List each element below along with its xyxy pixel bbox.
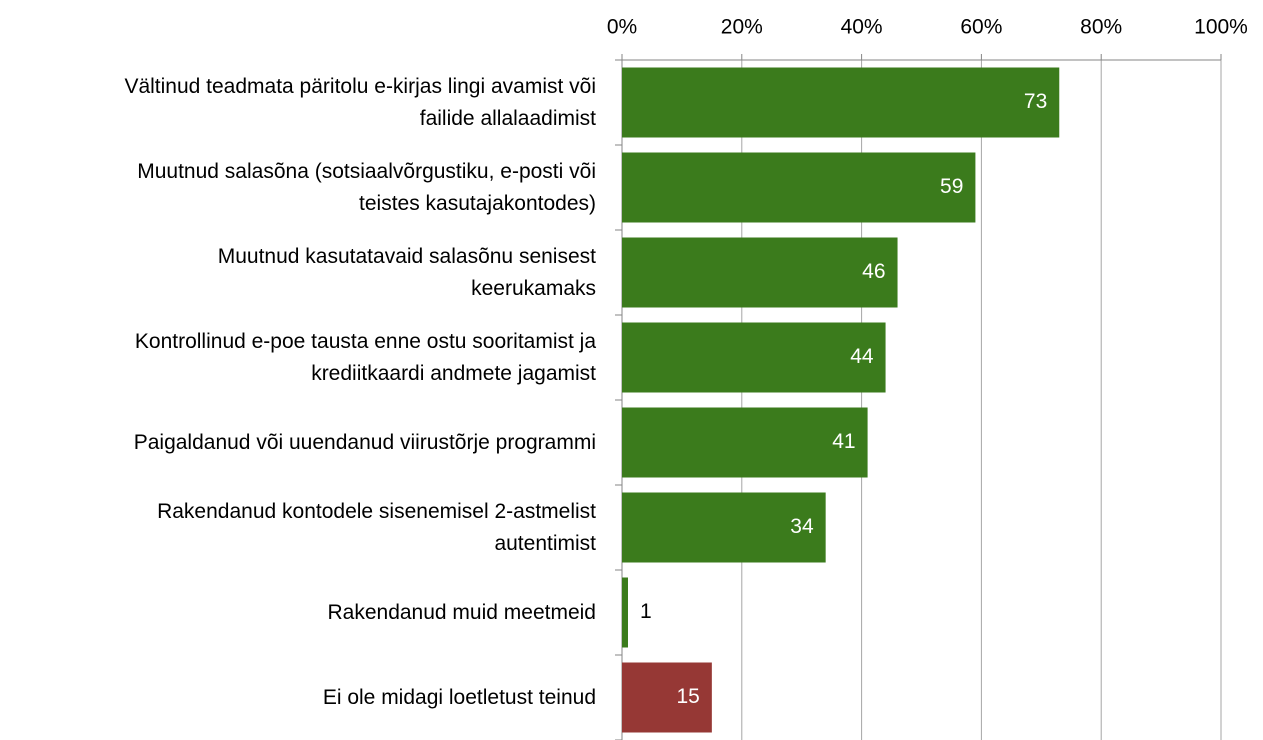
category-label: Muutnud kasutatavaid salasõnu senisest k…	[217, 244, 596, 300]
data-label: 15	[676, 685, 699, 708]
bar	[622, 322, 886, 393]
category-label: Rakendanud muid meetmeid	[327, 600, 597, 624]
bar	[622, 67, 1060, 138]
category-label: Kontrollinud e-poe tausta enne ostu soor…	[134, 329, 596, 385]
category-label: Ei ole midagi loetletust teinud	[322, 685, 596, 709]
x-tick-label: 60%	[960, 16, 1002, 39]
data-label: 41	[832, 430, 855, 453]
data-label: 44	[850, 345, 874, 368]
data-label: 1	[640, 600, 652, 623]
bar	[622, 152, 976, 223]
bar	[622, 237, 898, 308]
category-label: Vältinud teadmata päritolu e-kirjas ling…	[124, 74, 596, 130]
bar	[622, 662, 712, 733]
x-tick-label: 40%	[841, 16, 883, 39]
category-label: Paigaldanud või uuendanud viirustõrje pr…	[133, 430, 596, 454]
category-label: Muutnud salasõna (sotsiaalvõrgustiku, e-…	[137, 159, 596, 215]
bar	[622, 577, 628, 648]
x-tick-label: 100%	[1194, 16, 1248, 39]
data-label: 46	[862, 260, 885, 283]
data-label: 59	[940, 175, 963, 198]
bar	[622, 492, 826, 563]
x-tick-label: 0%	[607, 16, 637, 39]
category-label: Rakendanud kontodele sisenemisel 2-astme…	[157, 499, 596, 555]
data-label: 73	[1024, 90, 1047, 113]
bar	[622, 407, 868, 478]
x-tick-label: 20%	[721, 16, 763, 39]
x-tick-label: 80%	[1080, 16, 1122, 39]
data-label: 34	[790, 515, 814, 538]
